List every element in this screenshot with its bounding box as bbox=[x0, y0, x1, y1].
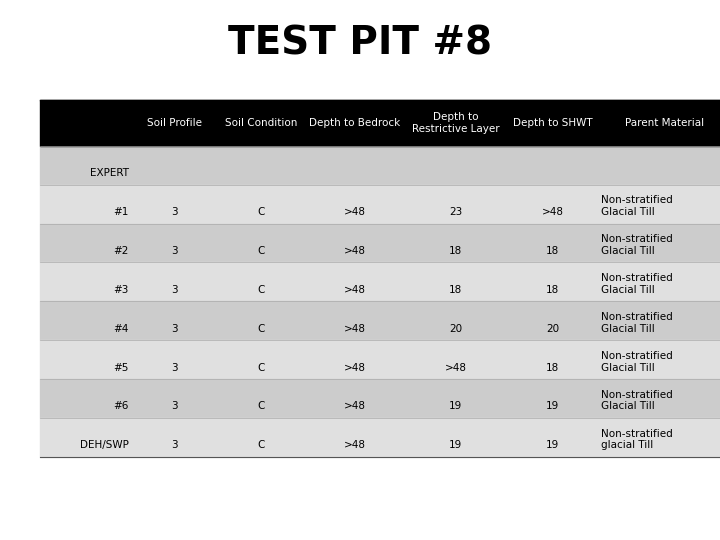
Text: >48: >48 bbox=[343, 362, 366, 373]
Text: Depth to Bedrock: Depth to Bedrock bbox=[309, 118, 400, 128]
Text: >48: >48 bbox=[541, 207, 564, 217]
Text: 18: 18 bbox=[449, 246, 462, 256]
Text: Non-stratified
Glacial Till: Non-stratified Glacial Till bbox=[601, 234, 673, 256]
Text: #2: #2 bbox=[114, 246, 129, 256]
Text: 3: 3 bbox=[171, 285, 178, 295]
Text: 19: 19 bbox=[449, 401, 462, 411]
Text: 18: 18 bbox=[449, 285, 462, 295]
Text: Non-stratified
Glacial Till: Non-stratified Glacial Till bbox=[601, 195, 673, 217]
Text: C: C bbox=[257, 323, 265, 334]
Text: >48: >48 bbox=[444, 362, 467, 373]
Text: Non-stratified
Glacial Till: Non-stratified Glacial Till bbox=[601, 273, 673, 295]
Text: 19: 19 bbox=[546, 401, 559, 411]
Text: 3: 3 bbox=[171, 323, 178, 334]
Text: >48: >48 bbox=[343, 285, 366, 295]
Text: #6: #6 bbox=[114, 401, 129, 411]
Text: EXPERT: EXPERT bbox=[90, 168, 129, 178]
Text: C: C bbox=[257, 207, 265, 217]
Text: Non-stratified
Glacial Till: Non-stratified Glacial Till bbox=[601, 351, 673, 373]
Text: 18: 18 bbox=[546, 246, 559, 256]
Text: >48: >48 bbox=[343, 440, 366, 450]
Text: #4: #4 bbox=[114, 323, 129, 334]
Text: 3: 3 bbox=[171, 401, 178, 411]
Text: 19: 19 bbox=[449, 440, 462, 450]
Text: #3: #3 bbox=[114, 285, 129, 295]
Text: Non-stratified
glacial Till: Non-stratified glacial Till bbox=[601, 429, 673, 450]
Text: 3: 3 bbox=[171, 362, 178, 373]
Text: 23: 23 bbox=[449, 207, 462, 217]
Text: 3: 3 bbox=[171, 246, 178, 256]
Text: >48: >48 bbox=[343, 246, 366, 256]
Text: C: C bbox=[257, 440, 265, 450]
Text: C: C bbox=[257, 246, 265, 256]
Text: C: C bbox=[257, 285, 265, 295]
Text: Non-stratified
Glacial Till: Non-stratified Glacial Till bbox=[601, 312, 673, 334]
Text: >48: >48 bbox=[343, 401, 366, 411]
Text: >48: >48 bbox=[343, 207, 366, 217]
Text: 18: 18 bbox=[546, 362, 559, 373]
Text: Depth to SHWT: Depth to SHWT bbox=[513, 118, 593, 128]
Text: #5: #5 bbox=[114, 362, 129, 373]
Text: 18: 18 bbox=[546, 285, 559, 295]
Text: 3: 3 bbox=[171, 440, 178, 450]
Text: TEST PIT #8: TEST PIT #8 bbox=[228, 24, 492, 62]
Text: 20: 20 bbox=[546, 323, 559, 334]
Text: Non-stratified
Glacial Till: Non-stratified Glacial Till bbox=[601, 390, 673, 411]
Text: 20: 20 bbox=[449, 323, 462, 334]
Text: Soil Condition: Soil Condition bbox=[225, 118, 297, 128]
Text: C: C bbox=[257, 362, 265, 373]
Text: Depth to
Restrictive Layer: Depth to Restrictive Layer bbox=[412, 112, 499, 134]
Text: Soil Profile: Soil Profile bbox=[147, 118, 202, 128]
Text: C: C bbox=[257, 401, 265, 411]
Text: DEH/SWP: DEH/SWP bbox=[80, 440, 129, 450]
Text: 19: 19 bbox=[546, 440, 559, 450]
Text: 3: 3 bbox=[171, 207, 178, 217]
Text: >48: >48 bbox=[343, 323, 366, 334]
Text: Parent Material: Parent Material bbox=[625, 118, 703, 128]
Text: #1: #1 bbox=[114, 207, 129, 217]
